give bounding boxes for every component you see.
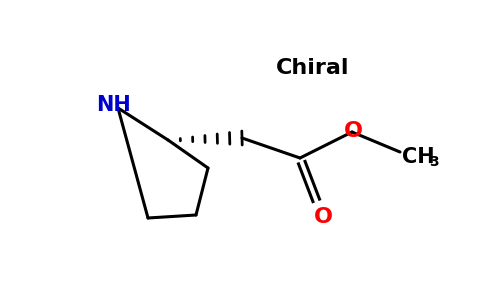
Text: 3: 3 <box>429 155 439 169</box>
Text: Chiral: Chiral <box>276 58 350 78</box>
Text: CH: CH <box>402 147 434 167</box>
Text: O: O <box>314 207 333 227</box>
Text: NH: NH <box>96 95 130 115</box>
Text: O: O <box>344 121 363 141</box>
